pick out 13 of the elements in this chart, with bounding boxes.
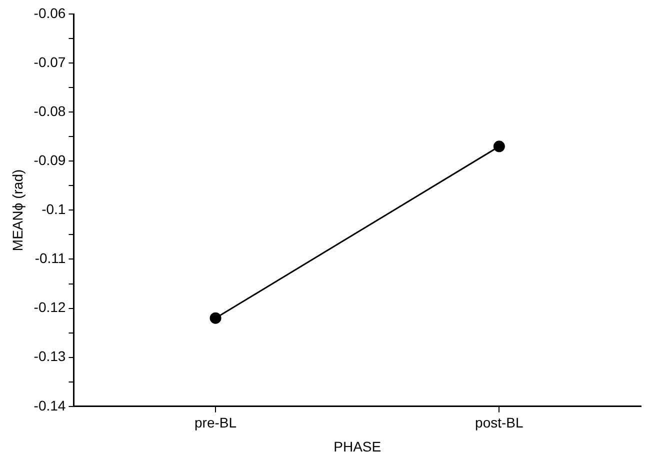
y-tick-label: -0.1 (42, 201, 66, 218)
y-tick-label: -0.06 (34, 4, 66, 21)
y-tick-label: -0.09 (34, 152, 66, 168)
y-tick-label: -0.13 (34, 348, 66, 364)
y-tick-label: -0.08 (34, 102, 66, 119)
y-tick-label: -0.14 (34, 397, 66, 414)
y-tick-label: -0.11 (34, 250, 66, 266)
y-tick-label: -0.12 (34, 299, 66, 316)
x-axis-title: PHASE (334, 438, 382, 454)
x-tick-label: post-BL (475, 414, 524, 431)
x-tick-label: pre-BL (194, 414, 237, 431)
y-axis-title: MEANϕ (rad) (9, 169, 26, 252)
y-tick-label: -0.07 (34, 54, 66, 70)
